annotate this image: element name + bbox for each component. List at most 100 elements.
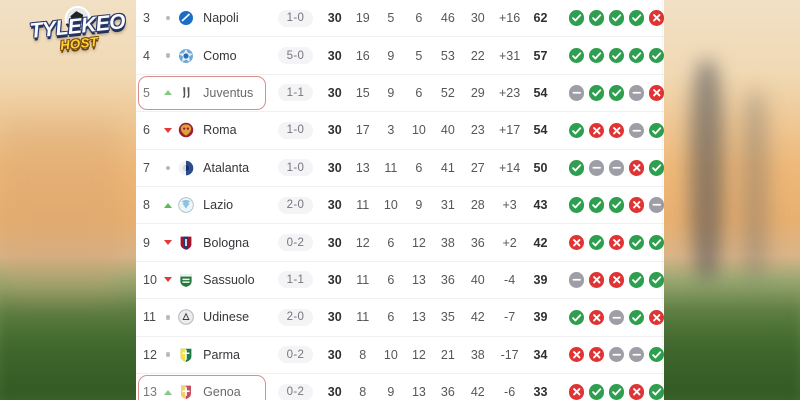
- form-win-icon[interactable]: [648, 160, 664, 176]
- won-value: 11: [356, 310, 370, 325]
- last-score-cell[interactable]: 1-1: [270, 84, 321, 102]
- table-row[interactable]: 5 Juventus 1-1 30 15 9 6 52 29 +23 54: [136, 75, 664, 113]
- team-crest: [175, 48, 198, 64]
- last-score-cell[interactable]: 0-2: [270, 346, 321, 364]
- form-loss-icon[interactable]: [628, 384, 644, 400]
- form-loss-icon[interactable]: [648, 309, 664, 326]
- form-draw-icon[interactable]: [608, 309, 624, 326]
- last-score-cell[interactable]: 0-2: [270, 383, 321, 400]
- table-row[interactable]: 12 Parma 0-2 30 8 10 12 21 38 -17 34: [136, 337, 664, 374]
- form-loss-icon[interactable]: [568, 384, 584, 400]
- table-row[interactable]: 11 Udinese 2-0 30 11 6 13 35 42 -7 39: [136, 299, 664, 337]
- table-row[interactable]: 6 Roma 1-0 30 17 3 10 40 23 +17 54: [136, 112, 664, 150]
- team-name[interactable]: Juventus: [203, 85, 254, 100]
- form-win-icon[interactable]: [628, 309, 644, 326]
- last-score-cell[interactable]: 2-0: [270, 308, 321, 326]
- form-loss-icon[interactable]: [608, 234, 624, 251]
- form-win-icon[interactable]: [588, 384, 604, 400]
- form-win-icon[interactable]: [568, 309, 584, 326]
- form-win-icon[interactable]: [588, 197, 604, 213]
- score-badge: 2-0: [277, 196, 314, 214]
- team-name[interactable]: Bologna: [203, 235, 250, 250]
- form-loss-icon[interactable]: [608, 272, 624, 288]
- last-score-cell[interactable]: 1-1: [270, 271, 321, 289]
- form-win-icon[interactable]: [568, 122, 584, 139]
- form-draw-icon[interactable]: [568, 272, 584, 288]
- form-win-icon[interactable]: [568, 160, 584, 176]
- form-win-icon[interactable]: [648, 346, 664, 363]
- last-score-cell[interactable]: 1-0: [270, 121, 321, 139]
- team-name[interactable]: Roma: [203, 123, 237, 138]
- form-win-icon[interactable]: [628, 272, 644, 288]
- table-row[interactable]: 3 Napoli 1-0 30 19 5 6 46 30 +16 62: [136, 0, 664, 38]
- form-loss-icon[interactable]: [628, 197, 644, 213]
- last-score-cell[interactable]: 0-2: [270, 234, 321, 252]
- form-loss-icon[interactable]: [568, 234, 584, 251]
- form-win-icon[interactable]: [648, 234, 664, 251]
- form-win-icon[interactable]: [628, 47, 644, 64]
- last-score-cell[interactable]: 1-0: [270, 159, 321, 177]
- table-row[interactable]: 13 Genoa 0-2 30 8 9 13 36 42 -6 33: [136, 374, 664, 400]
- form-loss-icon[interactable]: [588, 272, 604, 288]
- last-score-cell[interactable]: 1-0: [270, 9, 321, 27]
- table-row[interactable]: 4 Como 5-0 30 16 9 5 53 22 +31 57: [136, 37, 664, 75]
- recent-form: [555, 160, 664, 176]
- played-value: 30: [327, 85, 342, 100]
- form-win-icon[interactable]: [608, 85, 624, 101]
- last-score-cell[interactable]: 2-0: [270, 196, 321, 214]
- form-win-icon[interactable]: [648, 47, 664, 64]
- form-draw-icon[interactable]: [608, 346, 624, 363]
- team-name[interactable]: Genoa: [203, 385, 241, 400]
- form-win-icon[interactable]: [608, 10, 624, 26]
- form-loss-icon[interactable]: [588, 346, 604, 363]
- table-row[interactable]: 8 Lazio 2-0 30 11 10 9 31 28 +3 43: [136, 187, 664, 225]
- form-draw-icon[interactable]: [608, 160, 624, 176]
- form-draw-icon[interactable]: [628, 346, 644, 363]
- form-draw-icon[interactable]: [648, 197, 664, 213]
- team-name[interactable]: Napoli: [203, 11, 239, 26]
- form-draw-icon[interactable]: [628, 122, 644, 139]
- form-loss-icon[interactable]: [648, 85, 664, 101]
- movement-indicator: [161, 90, 175, 96]
- form-loss-icon[interactable]: [648, 10, 664, 26]
- team-name[interactable]: Atalanta: [203, 160, 250, 175]
- team-name[interactable]: Como: [203, 48, 237, 63]
- form-loss-icon[interactable]: [608, 122, 624, 139]
- form-win-icon[interactable]: [568, 10, 584, 26]
- form-win-icon[interactable]: [628, 234, 644, 251]
- form-win-icon[interactable]: [568, 47, 584, 64]
- last-score-cell[interactable]: 5-0: [270, 47, 321, 65]
- form-win-icon[interactable]: [648, 122, 664, 139]
- form-win-icon[interactable]: [648, 272, 664, 288]
- form-win-icon[interactable]: [608, 197, 624, 213]
- form-draw-icon[interactable]: [568, 85, 584, 101]
- played-value: 30: [327, 11, 342, 26]
- team-name[interactable]: Parma: [203, 347, 240, 362]
- form-win-icon[interactable]: [588, 234, 604, 251]
- form-loss-icon[interactable]: [588, 309, 604, 326]
- team-name[interactable]: Udinese: [203, 310, 250, 325]
- table-row[interactable]: 9 Bologna 0-2 30 12 6 12 38 36 +2 42: [136, 224, 664, 262]
- roma-crest: [178, 122, 194, 138]
- form-win-icon[interactable]: [608, 384, 624, 400]
- form-draw-icon[interactable]: [588, 160, 604, 176]
- team-name[interactable]: Lazio: [203, 198, 234, 213]
- form-win-icon[interactable]: [628, 10, 644, 26]
- form-win-icon[interactable]: [608, 47, 624, 64]
- drawn-value: 6: [387, 235, 395, 250]
- position-value: 9: [143, 235, 150, 250]
- table-row[interactable]: 10 Sassuolo 1-1 30 11 6 13 36 40 -4 39: [136, 262, 664, 300]
- form-win-icon[interactable]: [568, 197, 584, 213]
- form-loss-icon[interactable]: [628, 160, 644, 176]
- drawn-value: 10: [383, 198, 398, 213]
- form-loss-icon[interactable]: [588, 122, 604, 139]
- form-win-icon[interactable]: [588, 10, 604, 26]
- form-draw-icon[interactable]: [628, 85, 644, 101]
- form-loss-icon[interactable]: [568, 346, 584, 363]
- table-row[interactable]: 7 Atalanta 1-0 30 13 11 6 41 27 +14 50: [136, 150, 664, 187]
- form-win-icon[interactable]: [588, 85, 604, 101]
- form-win-icon[interactable]: [648, 384, 664, 400]
- goals-against-value: 42: [470, 385, 485, 400]
- form-win-icon[interactable]: [588, 47, 604, 64]
- team-name[interactable]: Sassuolo: [203, 272, 255, 287]
